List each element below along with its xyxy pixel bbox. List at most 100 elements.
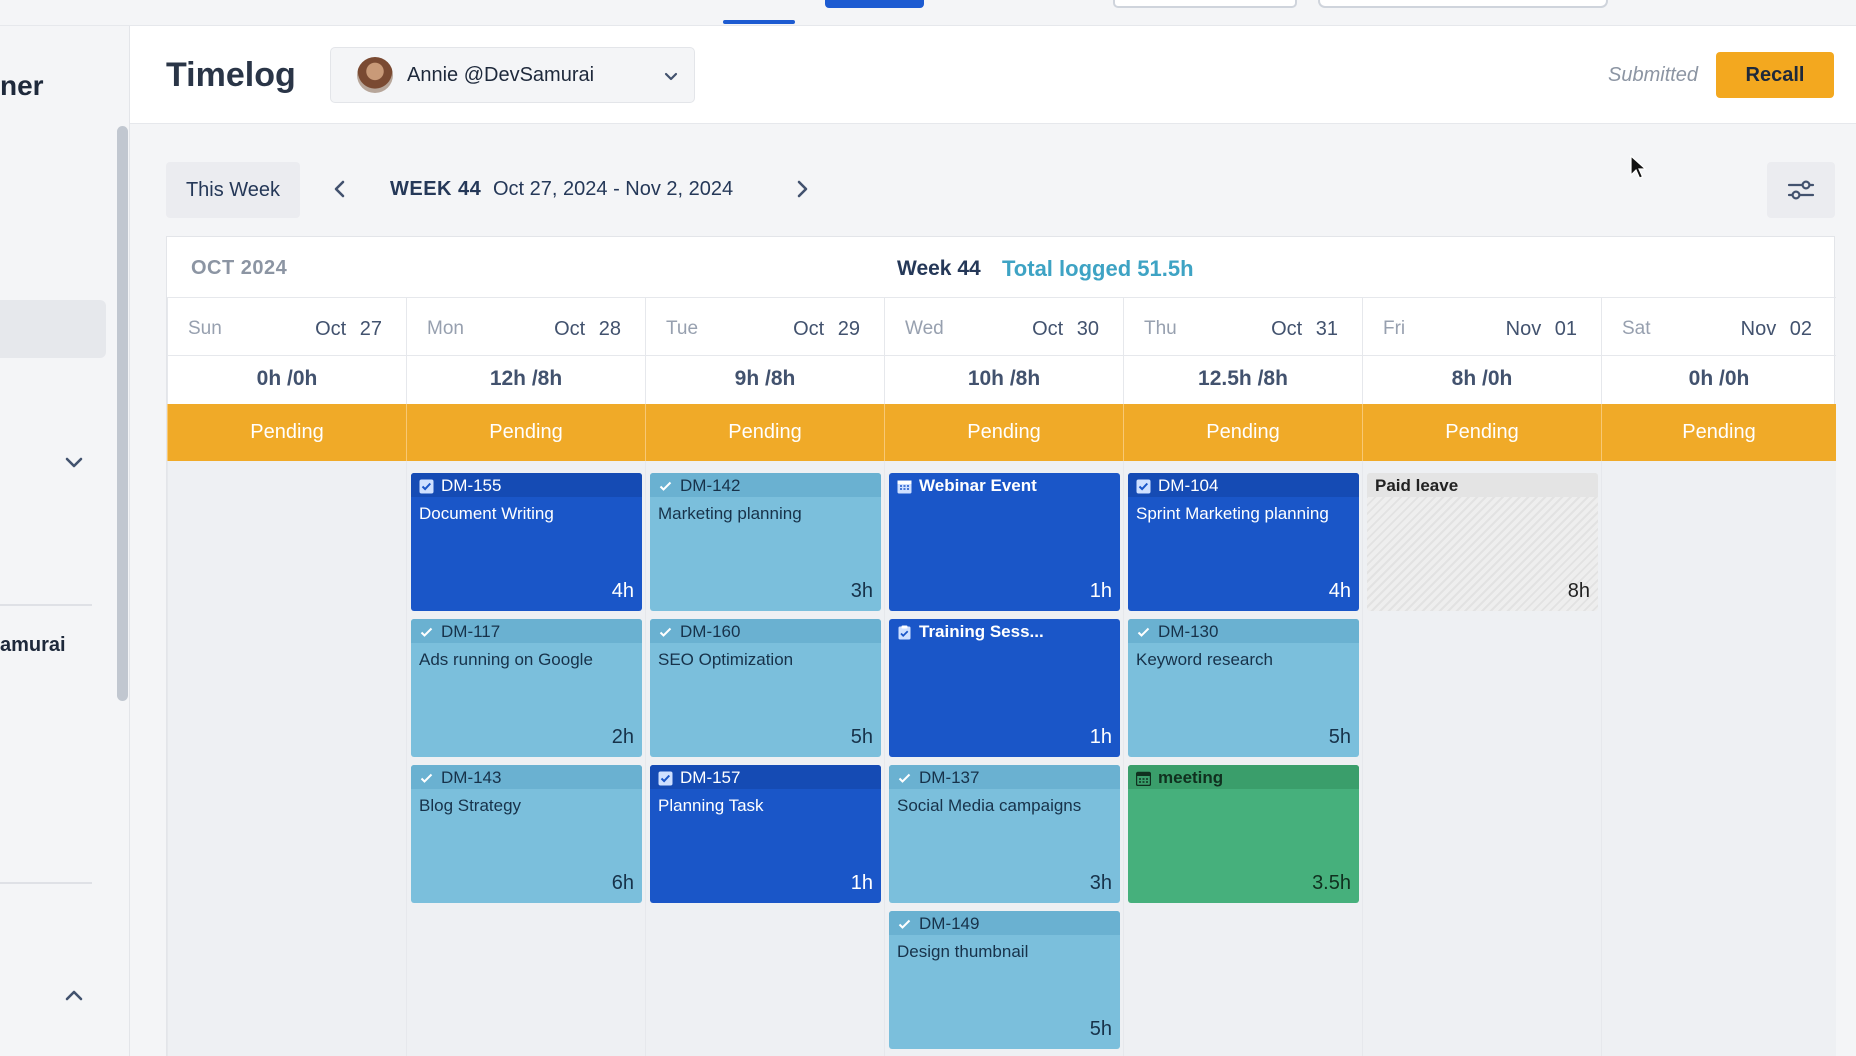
sidebar: ner amurai <box>0 26 130 1056</box>
worklog-card[interactable]: DM-155 Document Writing 4h <box>411 473 642 611</box>
day-date: Nov 01 <box>1505 318 1577 340</box>
card-key: DM-130 <box>1158 622 1219 641</box>
clipboard-icon <box>897 625 912 640</box>
card-title <box>1128 789 1359 793</box>
day-hours-tue: 9h /8h <box>645 355 884 404</box>
top-search-box[interactable] <box>1318 0 1608 8</box>
card-key: DM-143 <box>441 768 502 787</box>
sidebar-divider <box>0 882 92 884</box>
card-key: Webinar Event <box>919 476 1037 495</box>
day-header-wed: Wed Oct 30 <box>884 297 1123 355</box>
chevron-up-icon[interactable] <box>62 984 86 1008</box>
day-header-sun: Sun Oct 27 <box>167 297 406 355</box>
day-name: Thu <box>1144 318 1177 339</box>
meeting-card[interactable]: meeting 3.5h <box>1128 765 1359 903</box>
card-key: DM-149 <box>919 914 980 933</box>
card-hours: 4h <box>611 580 634 602</box>
top-navigation-strip <box>0 0 1856 26</box>
leave-card[interactable]: Paid leave 8h <box>1367 473 1598 611</box>
card-header: DM-155 <box>411 473 642 497</box>
day-header-tue: Tue Oct 29 <box>645 297 884 355</box>
worklog-card[interactable]: DM-157 Planning Task 1h <box>650 765 881 903</box>
day-hours-mon: 12h /8h <box>406 355 645 404</box>
card-header: meeting <box>1128 765 1359 789</box>
worklog-card[interactable]: DM-142 Marketing planning 3h <box>650 473 881 611</box>
card-hours: 8h <box>1567 580 1590 602</box>
user-select-dropdown[interactable]: Annie @DevSamurai <box>330 47 695 103</box>
day-column-sat[interactable] <box>1601 461 1836 1056</box>
recall-button[interactable]: Recall <box>1716 52 1834 98</box>
worklog-card[interactable]: DM-143 Blog Strategy 6h <box>411 765 642 903</box>
worklog-card[interactable]: DM-137 Social Media campaigns 3h <box>889 765 1120 903</box>
card-key: DM-157 <box>680 768 741 787</box>
event-card[interactable]: Webinar Event 1h <box>889 473 1120 611</box>
day-status-fri[interactable]: Pending <box>1362 404 1601 461</box>
top-primary-button[interactable] <box>825 0 924 8</box>
day-hours-sat: 0h /0h <box>1601 355 1836 404</box>
filter-settings-button[interactable] <box>1767 162 1835 218</box>
sidebar-title: ner <box>0 70 44 101</box>
card-title: Keyword research <box>1136 650 1274 669</box>
day-hours-fri: 8h /0h <box>1362 355 1601 404</box>
sidebar-divider <box>0 604 92 606</box>
card-title <box>1367 497 1598 501</box>
card-header: DM-137 <box>889 765 1120 789</box>
check-icon <box>419 625 434 640</box>
worklog-card[interactable]: DM-130 Keyword research 5h <box>1128 619 1359 757</box>
card-header: Webinar Event <box>889 473 1120 497</box>
event-card[interactable]: Training Sess... 1h <box>889 619 1120 757</box>
day-status-mon[interactable]: Pending <box>406 404 645 461</box>
worklog-card[interactable]: DM-117 Ads running on Google 2h <box>411 619 642 757</box>
day-date: Nov 02 <box>1740 318 1812 340</box>
this-week-button[interactable]: This Week <box>166 162 300 218</box>
day-name: Sat <box>1622 318 1651 339</box>
chevron-down-icon[interactable] <box>62 450 86 474</box>
card-header: DM-143 <box>411 765 642 789</box>
chevron-left-icon[interactable] <box>327 176 353 202</box>
day-hours-sun: 0h /0h <box>167 355 406 404</box>
page-header: Timelog Annie @DevSamurai Submitted Reca… <box>130 26 1856 124</box>
card-hours: 3h <box>850 580 873 602</box>
worklog-card[interactable]: DM-104 Sprint Marketing planning 4h <box>1128 473 1359 611</box>
calendar-icon <box>897 479 912 494</box>
sidebar-item-selected[interactable] <box>0 300 106 358</box>
worklog-card[interactable]: DM-160 SEO Optimization 5h <box>650 619 881 757</box>
card-hours: 1h <box>850 872 873 894</box>
check-icon <box>658 625 673 640</box>
chevron-right-icon[interactable] <box>789 176 815 202</box>
card-hours: 5h <box>1328 726 1351 748</box>
card-title: Sprint Marketing planning <box>1136 504 1329 523</box>
card-key: DM-137 <box>919 768 980 787</box>
week-number: WEEK 44 <box>390 178 482 200</box>
card-hours: 1h <box>1089 580 1112 602</box>
day-status-sun[interactable]: Pending <box>167 404 406 461</box>
day-header-mon: Mon Oct 28 <box>406 297 645 355</box>
day-date: Oct 29 <box>793 318 860 340</box>
day-name: Sun <box>188 318 222 339</box>
day-column-sun[interactable] <box>167 461 406 1056</box>
calendar-icon <box>1135 771 1152 786</box>
card-header: DM-130 <box>1128 619 1359 643</box>
check-icon <box>897 917 912 932</box>
checkbox-icon <box>1136 479 1151 494</box>
chevron-down-icon <box>664 72 678 81</box>
day-status-thu[interactable]: Pending <box>1123 404 1362 461</box>
day-name: Mon <box>427 318 464 339</box>
card-title: Marketing planning <box>658 504 802 523</box>
card-hours: 1h <box>1089 726 1112 748</box>
card-title: Design thumbnail <box>897 942 1029 961</box>
card-hours: 5h <box>1089 1018 1112 1040</box>
card-key: DM-155 <box>441 476 502 495</box>
card-title <box>889 497 1120 501</box>
card-title <box>889 643 1120 647</box>
day-status-wed[interactable]: Pending <box>884 404 1123 461</box>
card-hours: 6h <box>611 872 634 894</box>
week-calendar: OCT 2024 Week 44 Total logged 51.5h Sun … <box>166 236 1836 1056</box>
day-status-sat[interactable]: Pending <box>1601 404 1836 461</box>
month-label: OCT 2024 <box>191 257 288 279</box>
day-status-tue[interactable]: Pending <box>645 404 884 461</box>
check-icon <box>419 771 434 786</box>
worklog-card[interactable]: DM-149 Design thumbnail 5h <box>889 911 1120 1049</box>
top-outlined-button[interactable] <box>1113 0 1297 8</box>
sidebar-scrollbar[interactable] <box>117 126 128 701</box>
